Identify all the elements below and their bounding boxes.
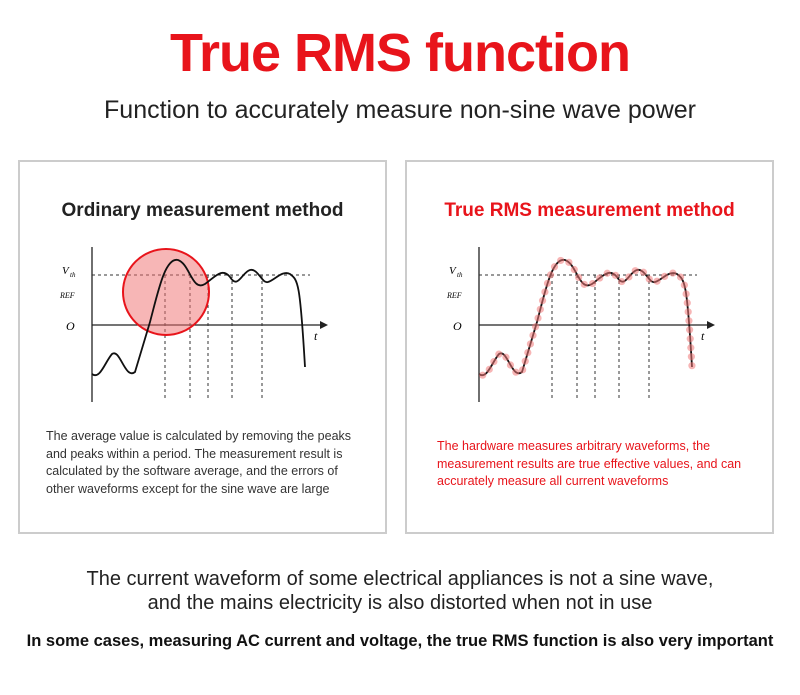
sample-dot <box>529 331 537 339</box>
footer-text: The current waveform of some electrical … <box>0 567 800 615</box>
footer-line: The current waveform of some electrical … <box>86 568 714 590</box>
sample-dot <box>580 280 588 288</box>
sample-dot <box>524 348 532 357</box>
sample-dot <box>645 275 653 283</box>
sample-dot <box>485 365 493 373</box>
footer-line: and the mains electricity is also distor… <box>147 592 653 614</box>
sample-dot <box>519 366 527 374</box>
sample-dot <box>575 273 583 282</box>
sample-dot <box>479 371 487 379</box>
sample-dot <box>653 277 661 285</box>
graph-label: V <box>62 265 70 277</box>
sample-dot <box>506 361 515 369</box>
sample-dot <box>538 297 547 305</box>
graph-label: t <box>701 329 705 343</box>
waveform <box>91 259 306 377</box>
sample-dot <box>550 263 559 271</box>
graph-label: O <box>66 319 75 333</box>
sample-dot <box>688 362 696 370</box>
footer-emphasis: In some cases, measuring AC current and … <box>26 632 774 650</box>
graph-label: th <box>70 271 76 279</box>
sample-dot <box>521 357 529 365</box>
subtitle: Function to accurately measure non-sine … <box>104 96 696 124</box>
sample-dot <box>618 277 626 286</box>
graph-label: t <box>314 329 318 343</box>
sample-dot <box>687 353 695 361</box>
sample-dot <box>536 305 544 313</box>
panel-heading: True RMS measurement method <box>444 200 735 221</box>
sample-dot <box>565 258 573 266</box>
sample-dot <box>625 273 633 281</box>
arrow <box>320 321 328 329</box>
graph-label: O <box>453 319 462 333</box>
sample-dot <box>676 273 685 281</box>
panel-text: The hardware measures arbitrary waveform… <box>437 439 742 488</box>
sample-dot <box>680 281 688 289</box>
waveform <box>478 259 693 377</box>
sample-dot <box>682 290 690 298</box>
sample-dot <box>687 344 695 352</box>
sample-dot <box>631 267 639 275</box>
highlight-circle <box>122 248 210 336</box>
sample-dot <box>546 271 555 279</box>
sample-dot <box>512 368 520 376</box>
sample-dot <box>502 353 510 361</box>
sample-dot <box>531 323 540 331</box>
arrow <box>707 321 715 329</box>
sample-dot <box>686 326 694 334</box>
sample-dot <box>685 317 693 325</box>
sample-dot <box>526 340 535 348</box>
sample-dot <box>570 265 578 274</box>
sample-dot <box>495 350 503 358</box>
sample-dot <box>596 274 604 282</box>
sample-dot <box>611 271 620 279</box>
title: True RMS function <box>170 23 631 83</box>
sample-dot <box>490 358 498 366</box>
sample-dot <box>639 268 648 276</box>
sample-dot <box>603 269 611 277</box>
graph-label: th <box>457 271 463 279</box>
sample-dot <box>557 256 565 265</box>
graph-label: REF <box>446 291 462 300</box>
sample-dot <box>669 269 677 277</box>
sample-dot <box>686 335 694 343</box>
graph-label: REF <box>59 291 75 300</box>
panel-text: The average value is calculated by remov… <box>46 429 352 496</box>
sample-dot <box>534 314 542 322</box>
sample-dot <box>683 299 691 307</box>
graph-label: V <box>449 265 457 277</box>
sample-dot <box>588 279 597 288</box>
sample-dot <box>661 272 669 280</box>
sample-dot <box>541 288 549 296</box>
sample-dot <box>543 279 552 287</box>
sample-dot <box>684 308 692 316</box>
panel-heading: Ordinary measurement method <box>61 200 344 221</box>
